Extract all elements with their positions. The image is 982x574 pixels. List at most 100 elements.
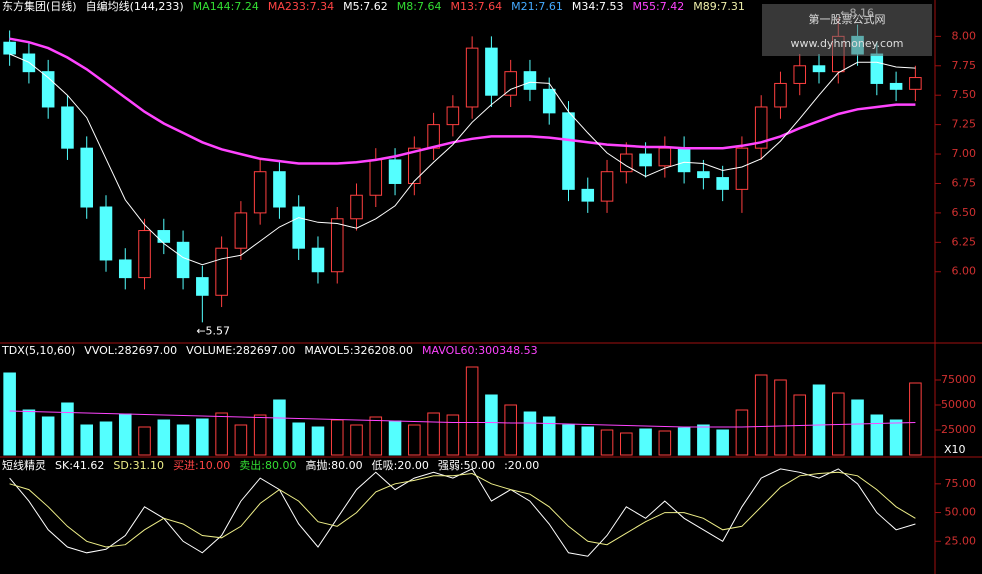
volume-bar — [273, 399, 286, 456]
candle-body — [215, 247, 228, 296]
candle-body — [3, 41, 16, 55]
volume-bar — [562, 424, 575, 456]
volume-bar — [22, 409, 36, 456]
candle-body — [138, 230, 151, 279]
y-tick-label: 50000 — [941, 398, 976, 411]
volume-bar — [889, 419, 903, 456]
header-item: 东方集团(日线) — [2, 0, 77, 13]
candle-body — [735, 147, 749, 190]
header-item: M8:7.64 — [397, 0, 442, 13]
y-tick-label: 25.00 — [945, 534, 977, 547]
volume-bar — [677, 427, 691, 456]
candle-body — [253, 171, 267, 214]
volume-bar — [350, 424, 363, 456]
watermark-box — [762, 4, 932, 56]
y-tick-label: 25000 — [941, 423, 976, 436]
volume-bar — [196, 418, 209, 456]
candle-body — [889, 82, 903, 90]
y-tick-label: 6.25 — [952, 235, 977, 248]
volume-bar — [80, 424, 93, 456]
candle-body — [793, 65, 807, 84]
candle-body — [485, 47, 498, 96]
candle-body — [292, 206, 305, 249]
volume-bar — [754, 374, 768, 456]
header-item: M55:7.42 — [633, 0, 685, 13]
candle-body — [234, 212, 248, 249]
volume-bar — [716, 429, 729, 456]
header-item: 高抛:80.00 — [305, 458, 362, 472]
volume-bar — [446, 414, 460, 456]
candle-body — [639, 153, 652, 167]
unit-label: X10 — [944, 443, 966, 456]
volume-bar — [581, 426, 595, 456]
candle-body — [369, 159, 383, 196]
volume-bar — [600, 429, 614, 456]
header-item: SK:41.62 — [55, 459, 104, 472]
candle-body — [446, 106, 460, 126]
header-item: VOLUME:282697.00 — [186, 344, 295, 357]
y-tick-label: 75000 — [941, 373, 976, 386]
header-item: 短线精灵 — [2, 458, 46, 472]
y-tick-label: 7.75 — [952, 59, 977, 72]
candle-body — [388, 159, 402, 184]
header-item: M5:7.62 — [343, 0, 388, 13]
header-item: VVOL:282697.00 — [84, 344, 177, 357]
volume-bar — [427, 412, 440, 456]
volume-bar — [909, 382, 922, 456]
header-item: 强弱:50.00 — [438, 459, 495, 472]
y-tick-label: 7.25 — [952, 118, 977, 131]
header-item: 自编均线(144,233) — [86, 0, 184, 13]
candle-body — [196, 277, 209, 296]
volume-bar — [292, 422, 305, 456]
volume-bar — [523, 411, 537, 456]
candle-body — [99, 206, 113, 261]
series-line — [9, 468, 916, 557]
candle-body — [716, 177, 729, 190]
header-item: M89:7.31 — [693, 0, 745, 13]
header-item: SD:31.10 — [113, 459, 164, 472]
series-line — [9, 37, 916, 165]
candle-body — [504, 71, 517, 96]
volume-bar — [697, 424, 710, 456]
candle-body — [311, 247, 325, 273]
candle-body — [697, 171, 710, 179]
y-tick-label: 8.00 — [952, 29, 977, 42]
candle-body — [677, 147, 691, 173]
header-item: 低吸:20.00 — [372, 459, 429, 472]
header-item: M21:7.61 — [511, 0, 563, 13]
candle-body — [427, 124, 440, 149]
candle-body — [273, 171, 286, 208]
volume-bar — [542, 416, 556, 456]
header-item: 买进:10.00 — [173, 459, 230, 472]
candle-body — [754, 106, 768, 149]
series-line — [9, 471, 916, 548]
volume-bar — [620, 432, 633, 456]
header-item: M13:7.64 — [450, 0, 502, 13]
candle-body — [118, 259, 132, 279]
header-item: M34:7.53 — [572, 0, 624, 13]
y-tick-label: 50.00 — [945, 506, 977, 519]
volume-bar — [176, 424, 190, 456]
candle-body — [61, 106, 74, 149]
watermark-url: www.dyhmoney.com — [790, 37, 903, 50]
volume-bar — [388, 420, 402, 456]
volume-bar — [774, 379, 787, 456]
header-item: TDX(5,10,60) — [1, 344, 75, 357]
series-line — [9, 410, 916, 428]
volume-bar — [311, 426, 325, 456]
volume-bar — [658, 430, 672, 456]
candle-body — [157, 230, 171, 243]
candle-body — [562, 112, 575, 190]
candle-body — [408, 147, 421, 184]
y-tick-label: 6.00 — [952, 265, 977, 278]
y-tick-label: 7.00 — [952, 147, 977, 160]
header-item: MA144:7.24 — [193, 0, 259, 13]
volume-bar — [253, 414, 267, 456]
header-item: MAVOL60:300348.53 — [422, 344, 538, 357]
candle-body — [774, 82, 787, 108]
volume-bar — [369, 416, 383, 456]
volume-bar — [408, 424, 421, 456]
volume-bar — [41, 416, 55, 456]
